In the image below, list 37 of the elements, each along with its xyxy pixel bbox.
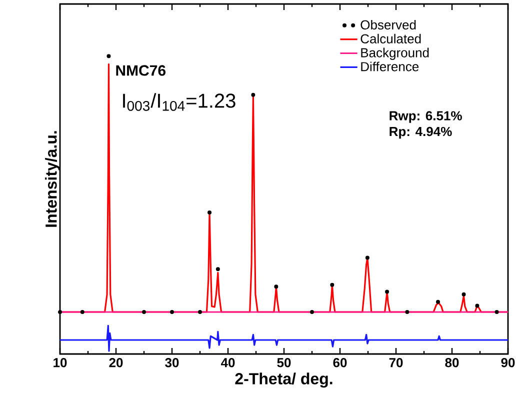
annotation: Rwp: 6.51% [390, 111, 462, 123]
legend-label: Observed [360, 20, 416, 30]
legend-label: Background [361, 48, 429, 60]
point [251, 92, 256, 97]
point [405, 310, 410, 314]
point [198, 310, 202, 314]
x-tick-label: 40 [220, 358, 235, 368]
point [106, 54, 111, 58]
point [208, 210, 212, 215]
x-tick-label: 20 [109, 358, 123, 368]
x-tick-label: 30 [165, 358, 179, 368]
point [385, 290, 390, 294]
x-tick-label: 50 [277, 358, 291, 368]
point [58, 310, 62, 314]
legend-label: Difference [361, 62, 419, 72]
point [365, 256, 370, 260]
annotation: I$_{003}$/I$_{104}$=1.23 [123, 93, 236, 111]
point [80, 310, 84, 314]
x-axis-title: 2-Theta/ deg. [235, 372, 332, 388]
point [216, 267, 220, 272]
x-tick-label: 70 [389, 358, 403, 368]
point [170, 310, 174, 314]
point [310, 310, 314, 314]
point [475, 304, 480, 308]
point [462, 292, 466, 296]
point [330, 282, 334, 287]
x-tick-label: 60 [333, 358, 347, 368]
annotation: Rp: 4.94% [390, 126, 452, 139]
legend-label: Calculated [360, 34, 421, 44]
x-tick-label: 90 [501, 358, 515, 368]
y-axis-title: Intensity/a.u. [45, 131, 60, 227]
point [142, 310, 146, 314]
x-tick-label: 80 [445, 358, 459, 368]
point [436, 300, 440, 304]
annotation: NMC76 [116, 65, 166, 76]
point [274, 284, 278, 289]
x-tick-label: 10 [54, 358, 67, 368]
